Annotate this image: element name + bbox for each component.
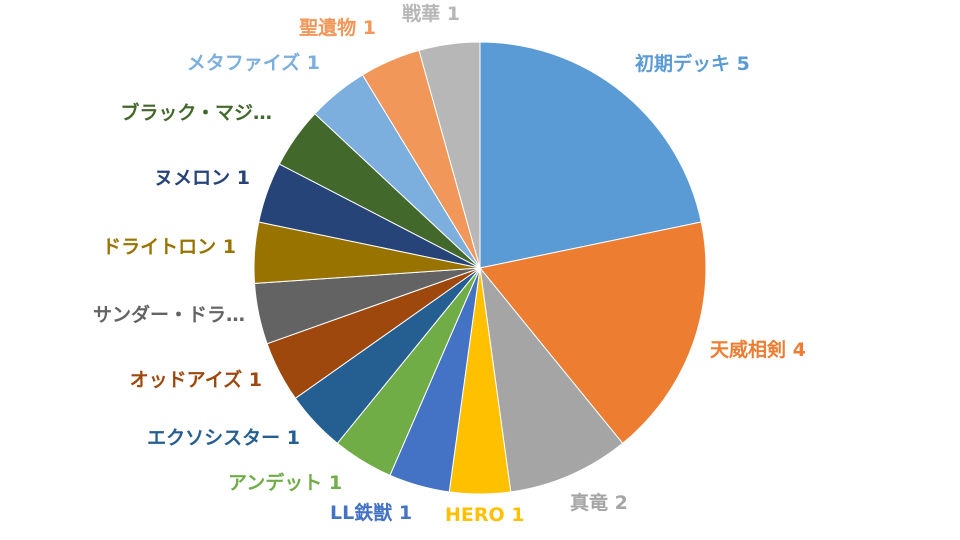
slice-label: ドライトロン 1 [102, 236, 236, 258]
slice-label: サンダー・ドラ… [93, 303, 245, 326]
slice-label: メタファイズ 1 [187, 51, 320, 74]
slice-label: エクソシスター 1 [147, 427, 300, 449]
slice-label: 聖遺物 1 [299, 16, 376, 39]
slice-label: LL鉄獣 1 [330, 501, 412, 524]
slice-label: 天威相剣 4 [710, 338, 806, 361]
slice-label: ブラック・マジ… [120, 101, 272, 124]
pie-slices [253, 41, 707, 495]
pie-slice [479, 221, 707, 445]
pie-slice [479, 266, 624, 493]
slice-label: 初期デッキ 5 [635, 52, 750, 75]
pie-slice [479, 41, 702, 269]
slice-label: ヌメロン 1 [154, 167, 250, 189]
slice-label: HERO 1 [445, 504, 525, 526]
slice-label: 戦華 1 [402, 2, 460, 25]
slice-label: アンデット 1 [228, 471, 342, 494]
pie-slice [418, 41, 481, 269]
slice-label: オッドアイズ 1 [130, 368, 262, 391]
slice-label: 真竜 2 [570, 491, 628, 514]
slice-labels: 初期デッキ 5 天威相剣 4 真竜 2 HERO 1 LL鉄獣 1 アンデット 1 エクソシ… [93, 2, 806, 526]
